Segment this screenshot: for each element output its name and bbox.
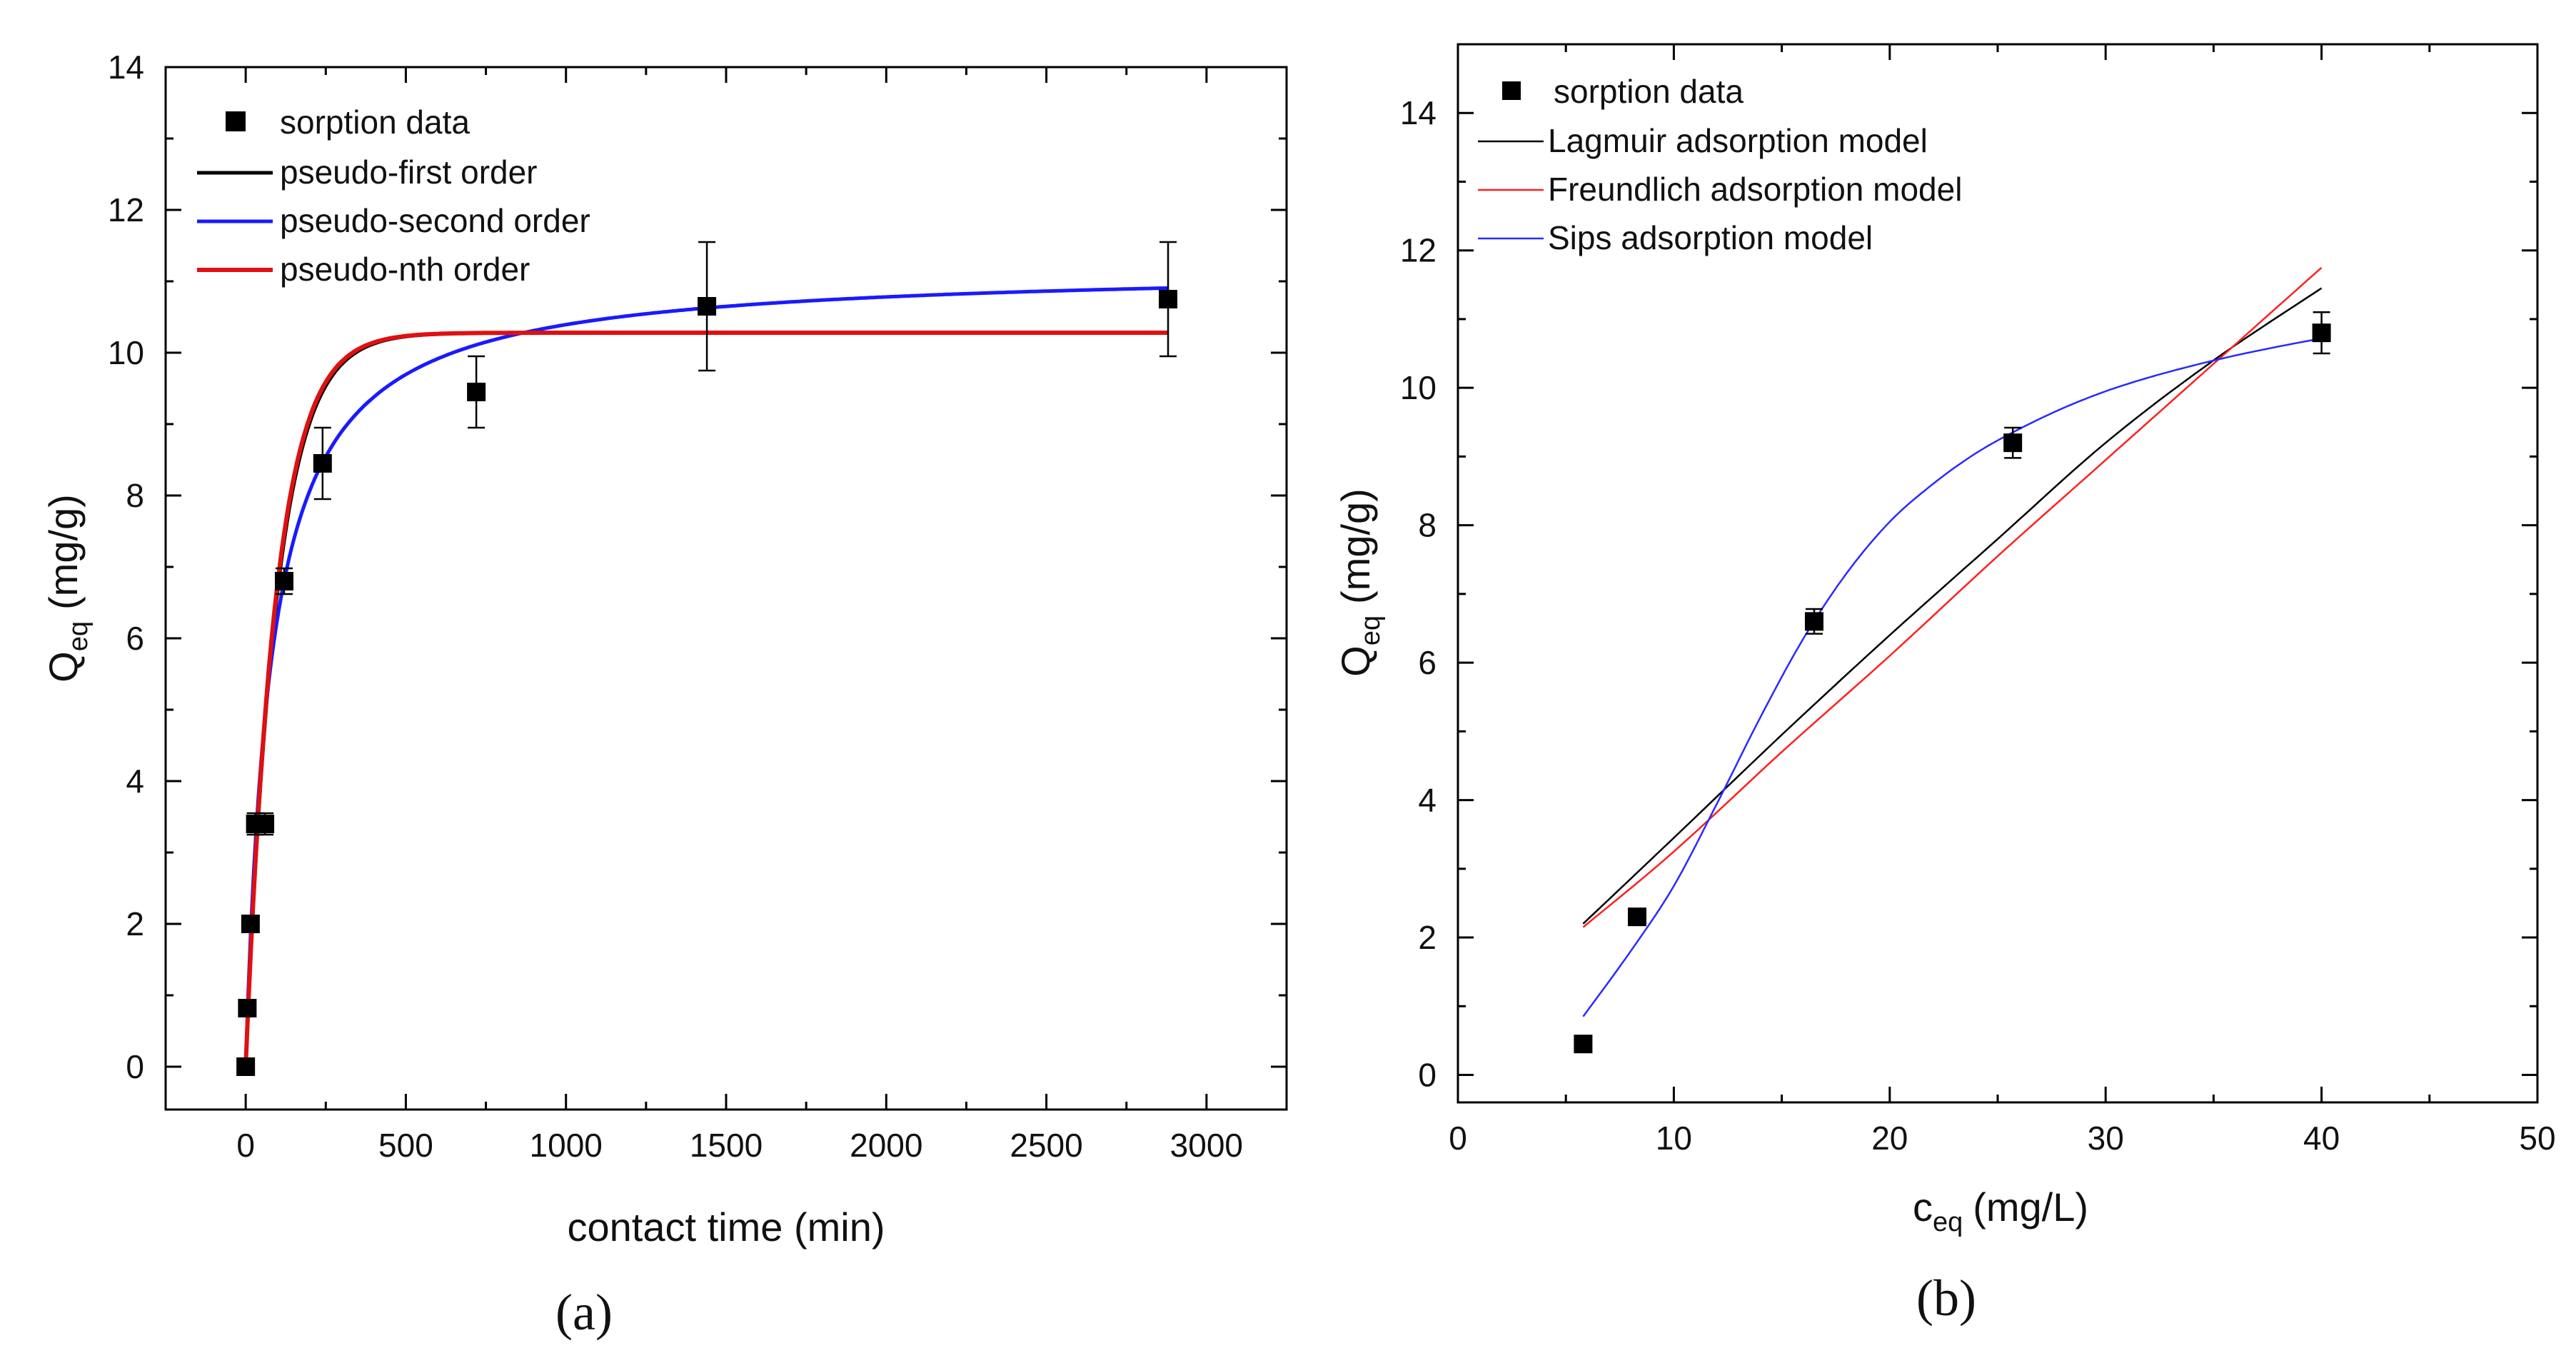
y-tick-label: 6 [126, 620, 144, 657]
x-tick-label: 1000 [530, 1127, 603, 1164]
chart-b-x-label-unit: (mg/L) [1973, 1185, 2088, 1229]
legend-b-marker-sorption [1502, 81, 1521, 100]
chart-a-x-tick-labels: 0 500 1000 1500 2000 2500 3000 [236, 1127, 1243, 1164]
chart-a-y-label-unit: (mg/g) [41, 494, 86, 610]
fit-line-1 [1582, 287, 2323, 925]
legend-a-marker-sorption [226, 111, 246, 131]
legend-a-label-second: pseudo-second order [280, 202, 590, 239]
data-point [2003, 433, 2023, 453]
chart-a: 0 500 1000 1500 2000 2500 3000 0 2 4 6 8 10 12 14 con… [41, 49, 1288, 1341]
fit-line-3 [243, 331, 1168, 1067]
y-tick-label: 10 [108, 334, 144, 371]
data-point [241, 915, 260, 933]
chart-b-x-tick-labels: 0 10 20 30 40 50 [1449, 1120, 2555, 1157]
chart-a-data-points [236, 241, 1178, 1076]
x-tick-label: 3000 [1170, 1127, 1243, 1164]
y-tick-label: 12 [108, 191, 144, 228]
chart-b-legend: sorption data Lagmuir adsorption model F… [1478, 73, 1962, 256]
y-tick-label: 14 [1400, 94, 1437, 131]
data-point [467, 383, 486, 401]
legend-b-label-langmuir: Lagmuir adsorption model [1548, 122, 1928, 159]
fit-line-3 [1582, 337, 2322, 1017]
data-point [1627, 907, 1646, 927]
chart-b-fit-lines [1582, 266, 2323, 1017]
panel-label-a: (a) [555, 1284, 613, 1341]
legend-a-label-first: pseudo-first order [280, 154, 538, 191]
y-tick-label: 10 [1400, 369, 1437, 406]
fit-line-2 [243, 286, 1169, 1067]
chart-a-fit-lines [243, 286, 1169, 1067]
legend-b-label-freundlich: Freundlich adsorption model [1548, 171, 1962, 208]
data-point [1574, 1035, 1593, 1054]
y-tick-label: 0 [1418, 1057, 1437, 1094]
data-point [313, 454, 332, 473]
y-tick-label: 4 [126, 763, 144, 800]
chart-b-y-label-unit: (mg/g) [1333, 488, 1378, 604]
x-tick-label: 2000 [850, 1127, 922, 1164]
y-tick-label: 2 [126, 905, 144, 942]
data-point [238, 999, 257, 1017]
y-tick-label: 2 [1418, 919, 1437, 956]
y-tick-label: 12 [1400, 232, 1437, 269]
x-tick-label: 0 [236, 1127, 255, 1164]
fit-line-1 [243, 331, 1168, 1067]
y-tick-label: 8 [126, 477, 144, 514]
x-tick-label: 40 [2303, 1120, 2340, 1157]
x-tick-label: 30 [2088, 1120, 2124, 1157]
chart-a-ticks [164, 66, 1288, 1110]
legend-b-label-sips: Sips adsorption model [1548, 219, 1873, 256]
chart-b-y-axis-label: Qeq (mg/g) [1333, 488, 1386, 677]
chart-a-x-axis-label: contact time (min) [568, 1204, 885, 1249]
x-tick-label: 10 [1656, 1120, 1692, 1157]
panel-label-b: (b) [1916, 1269, 1976, 1327]
chart-b-x-label-sub: eq [1933, 1207, 1963, 1237]
data-point [698, 297, 717, 316]
legend-b-label-sorption: sorption data [1554, 73, 1744, 110]
x-tick-label: 20 [1871, 1120, 1908, 1157]
svg-text:Qeq(mg/g): Qeq (mg/g) [1333, 488, 1386, 677]
x-tick-label: 500 [378, 1127, 433, 1164]
y-tick-label: 14 [108, 49, 144, 86]
data-point [256, 815, 275, 833]
chart-b-y-label-main: Q [1333, 645, 1378, 677]
x-tick-label: 50 [2519, 1120, 2555, 1157]
fit-line-2 [1582, 266, 2323, 928]
chart-a-y-label-sub: eq [64, 621, 94, 651]
chart-a-y-label-main: Q [41, 651, 86, 683]
chart-b-x-label-main: c [1913, 1185, 1933, 1229]
y-tick-label: 0 [126, 1048, 144, 1085]
chart-a-legend: sorption data pseudo-first order pseudo-… [197, 104, 590, 288]
chart-b-y-label-sub: eq [1356, 615, 1386, 645]
chart-b-x-axis-label: ceq (mg/L) [1913, 1185, 2088, 1237]
chart-b-data-points [1574, 311, 2331, 1054]
chart-a-y-tick-labels: 0 2 4 6 8 10 12 14 [108, 49, 144, 1085]
y-tick-label: 6 [1418, 644, 1437, 681]
x-tick-label: 1500 [690, 1127, 763, 1164]
y-tick-label: 4 [1418, 782, 1437, 819]
data-point [2312, 323, 2331, 343]
data-point [1159, 290, 1178, 308]
chart-b-y-tick-labels: 0 2 4 6 8 10 12 14 [1400, 94, 1437, 1093]
legend-a-label-sorption: sorption data [280, 104, 470, 141]
data-point [274, 572, 293, 590]
data-point [1804, 612, 1823, 631]
svg-text:Qeq(mg/g): Qeq (mg/g) [41, 494, 94, 683]
legend-a-label-nth: pseudo-nth order [280, 251, 530, 288]
chart-a-y-axis-label: Qeq (mg/g) [41, 494, 94, 683]
x-tick-label: 0 [1449, 1120, 1467, 1157]
data-point [236, 1057, 256, 1076]
y-tick-label: 8 [1418, 507, 1437, 544]
x-tick-label: 2500 [1010, 1127, 1082, 1164]
chart-b-ticks [1456, 43, 2539, 1102]
